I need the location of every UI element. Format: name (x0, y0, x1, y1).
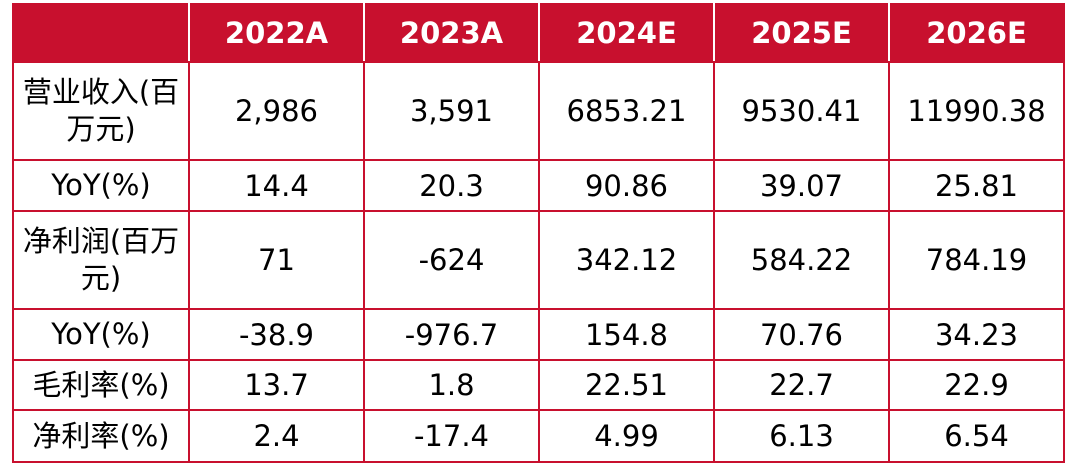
row-label-net-profit: 净利润(百万元) (12, 210, 190, 310)
table-cell: 22.51 (538, 359, 715, 411)
table-cell: -976.7 (363, 308, 540, 361)
table-cell: 2.4 (188, 409, 365, 463)
table-cell: 71 (188, 210, 365, 310)
table-body: 营业收入(百万元) 2,986 3,591 6853.21 9530.41 11… (12, 61, 1065, 463)
row-label-net-margin: 净利率(%) (12, 409, 190, 463)
row-label-revenue: 营业收入(百万元) (12, 61, 190, 161)
header-year-2024e: 2024E (538, 3, 715, 63)
table-row-net-profit: 净利润(百万元) 71 -624 342.12 584.22 784.19 (12, 210, 1065, 310)
table-cell: 154.8 (538, 308, 715, 361)
header-year-2026e: 2026E (888, 3, 1065, 63)
table-cell: 584.22 (713, 210, 890, 310)
table-row-net-profit-yoy: YoY(%) -38.9 -976.7 154.8 70.76 34.23 (12, 308, 1065, 361)
table-header: 2022A 2023A 2024E 2025E 2026E (12, 3, 1065, 63)
table-row-revenue-yoy: YoY(%) 14.4 20.3 90.86 39.07 25.81 (12, 159, 1065, 212)
table-row-revenue: 营业收入(百万元) 2,986 3,591 6853.21 9530.41 11… (12, 61, 1065, 161)
table-cell: -624 (363, 210, 540, 310)
header-year-2023a: 2023A (363, 3, 540, 63)
table-cell: 6853.21 (538, 61, 715, 161)
table-cell: 342.12 (538, 210, 715, 310)
table-cell: 34.23 (888, 308, 1065, 361)
table-cell: 25.81 (888, 159, 1065, 212)
table-cell: -17.4 (363, 409, 540, 463)
table-cell: 14.4 (188, 159, 365, 212)
table-cell: 9530.41 (713, 61, 890, 161)
table-cell: 22.9 (888, 359, 1065, 411)
table-cell: 3,591 (363, 61, 540, 161)
row-label-revenue-yoy: YoY(%) (12, 159, 190, 212)
table-cell: 6.54 (888, 409, 1065, 463)
table-cell: 70.76 (713, 308, 890, 361)
row-label-net-profit-yoy: YoY(%) (12, 308, 190, 361)
table-cell: 11990.38 (888, 61, 1065, 161)
table-cell: 20.3 (363, 159, 540, 212)
header-year-2022a: 2022A (188, 3, 365, 63)
row-label-gross-margin: 毛利率(%) (12, 359, 190, 411)
table-cell: 39.07 (713, 159, 890, 212)
table-cell: 1.8 (363, 359, 540, 411)
header-corner-cell (12, 3, 190, 63)
header-year-2025e: 2025E (713, 3, 890, 63)
table-cell: 6.13 (713, 409, 890, 463)
financial-forecast-table: 2022A 2023A 2024E 2025E 2026E 营业收入(百万元) … (12, 3, 1065, 463)
table-cell: 13.7 (188, 359, 365, 411)
table-cell: 4.99 (538, 409, 715, 463)
table-cell: -38.9 (188, 308, 365, 361)
header-row: 2022A 2023A 2024E 2025E 2026E (12, 3, 1065, 63)
table-cell: 784.19 (888, 210, 1065, 310)
table-row-net-margin: 净利率(%) 2.4 -17.4 4.99 6.13 6.54 (12, 409, 1065, 463)
table-cell: 90.86 (538, 159, 715, 212)
table-row-gross-margin: 毛利率(%) 13.7 1.8 22.51 22.7 22.9 (12, 359, 1065, 411)
table-cell: 22.7 (713, 359, 890, 411)
table-cell: 2,986 (188, 61, 365, 161)
